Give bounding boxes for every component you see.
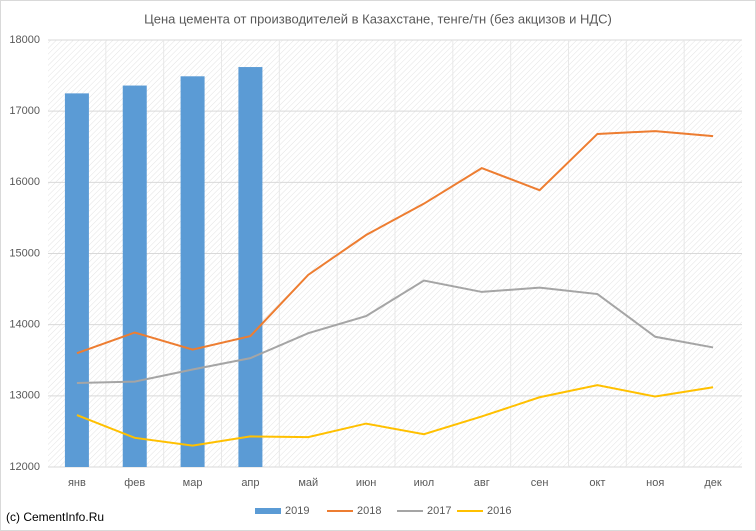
bar: [122, 85, 147, 468]
chart-title: Цена цемента от производителей в Казахст…: [144, 11, 612, 26]
x-tick-label: янв: [68, 477, 86, 489]
legend-label: 2018: [357, 505, 381, 517]
line: [76, 130, 714, 355]
bar: [238, 67, 263, 467]
x-tick-label: фев: [124, 477, 145, 489]
x-tick-label: ноя: [646, 477, 664, 489]
line: [76, 279, 714, 385]
x-tick-label: дек: [704, 477, 722, 489]
x-tick-label: окт: [589, 477, 605, 489]
x-tick-label: май: [298, 477, 318, 489]
legend-label: 2019: [285, 505, 309, 517]
y-tick-label: 13000: [9, 390, 40, 402]
x-tick-label: мар: [183, 477, 203, 489]
y-tick-label: 12000: [9, 461, 40, 473]
x-tick-label: июн: [356, 477, 376, 489]
y-tick-label: 16000: [9, 176, 40, 188]
y-tick-label: 18000: [9, 34, 40, 46]
legend-label: 2016: [487, 505, 511, 517]
x-tick-label: апр: [241, 477, 259, 489]
y-tick-label: 15000: [9, 247, 40, 259]
x-tick-label: июл: [414, 477, 435, 489]
x-tick-label: сен: [531, 477, 549, 489]
legend-swatch: [255, 508, 281, 514]
y-tick-label: 17000: [9, 105, 40, 117]
x-tick-label: авг: [474, 477, 490, 489]
legend-label: 2017: [427, 505, 451, 517]
bar: [180, 76, 205, 468]
y-tick-label: 14000: [9, 319, 40, 331]
line: [76, 384, 714, 447]
annotation: (c) CementInfo.Ru: [6, 510, 104, 524]
bar: [64, 93, 89, 467]
